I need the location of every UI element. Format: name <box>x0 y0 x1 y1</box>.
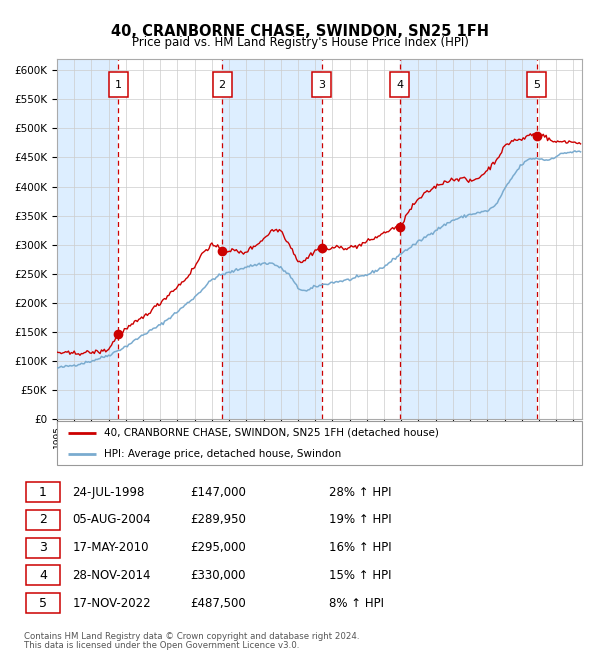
Text: 28-NOV-2014: 28-NOV-2014 <box>73 569 151 582</box>
Bar <box>222 58 322 419</box>
Text: 40, CRANBORNE CHASE, SWINDON, SN25 1FH: 40, CRANBORNE CHASE, SWINDON, SN25 1FH <box>111 24 489 39</box>
Text: 3: 3 <box>318 80 325 90</box>
Text: 40, CRANBORNE CHASE, SWINDON, SN25 1FH (detached house): 40, CRANBORNE CHASE, SWINDON, SN25 1FH (… <box>104 428 439 438</box>
Text: 1: 1 <box>115 80 122 90</box>
Text: 5: 5 <box>533 80 541 90</box>
Text: 2: 2 <box>39 514 47 526</box>
Text: 3: 3 <box>39 541 47 554</box>
Text: This data is licensed under the Open Government Licence v3.0.: This data is licensed under the Open Gov… <box>24 641 299 650</box>
FancyBboxPatch shape <box>26 510 60 530</box>
Text: £295,000: £295,000 <box>191 541 247 554</box>
Text: 28% ↑ HPI: 28% ↑ HPI <box>329 486 391 499</box>
FancyBboxPatch shape <box>26 593 60 613</box>
Text: 5: 5 <box>39 597 47 610</box>
FancyBboxPatch shape <box>527 72 547 98</box>
Bar <box>537 58 582 419</box>
Text: 4: 4 <box>39 569 47 582</box>
Text: 16% ↑ HPI: 16% ↑ HPI <box>329 541 391 554</box>
Text: 2: 2 <box>218 80 226 90</box>
Text: £147,000: £147,000 <box>191 486 247 499</box>
Text: HPI: Average price, detached house, Swindon: HPI: Average price, detached house, Swin… <box>104 448 341 459</box>
Text: £289,950: £289,950 <box>191 514 247 526</box>
Text: Contains HM Land Registry data © Crown copyright and database right 2024.: Contains HM Land Registry data © Crown c… <box>24 632 359 641</box>
Text: 17-MAY-2010: 17-MAY-2010 <box>73 541 149 554</box>
FancyBboxPatch shape <box>212 72 232 98</box>
Text: £487,500: £487,500 <box>191 597 247 610</box>
FancyBboxPatch shape <box>26 538 60 558</box>
FancyBboxPatch shape <box>57 421 582 465</box>
Text: 4: 4 <box>396 80 403 90</box>
Text: Price paid vs. HM Land Registry's House Price Index (HPI): Price paid vs. HM Land Registry's House … <box>131 36 469 49</box>
FancyBboxPatch shape <box>26 482 60 502</box>
Bar <box>322 58 400 419</box>
FancyBboxPatch shape <box>312 72 331 98</box>
Text: 8% ↑ HPI: 8% ↑ HPI <box>329 597 384 610</box>
Text: 15% ↑ HPI: 15% ↑ HPI <box>329 569 391 582</box>
FancyBboxPatch shape <box>390 72 409 98</box>
Text: £330,000: £330,000 <box>191 569 246 582</box>
Text: 24-JUL-1998: 24-JUL-1998 <box>73 486 145 499</box>
Bar <box>118 58 222 419</box>
FancyBboxPatch shape <box>109 72 128 98</box>
Text: 1: 1 <box>39 486 47 499</box>
Text: 17-NOV-2022: 17-NOV-2022 <box>73 597 151 610</box>
Text: 19% ↑ HPI: 19% ↑ HPI <box>329 514 391 526</box>
Bar <box>57 58 118 419</box>
Bar <box>400 58 537 419</box>
Text: 05-AUG-2004: 05-AUG-2004 <box>73 514 151 526</box>
FancyBboxPatch shape <box>26 566 60 586</box>
